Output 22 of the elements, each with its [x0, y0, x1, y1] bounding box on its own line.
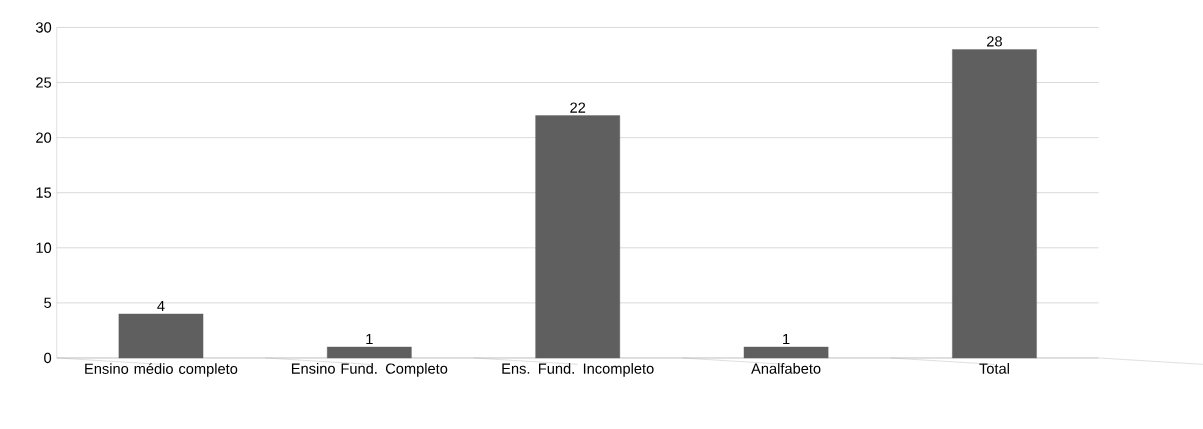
- x-tick-label: Ensino Fund. Completo: [291, 362, 448, 377]
- x-tick-label: Ens. Fund. Incompleto: [502, 362, 654, 377]
- bar: [327, 346, 412, 358]
- bar: [743, 346, 829, 358]
- data-label: 1: [366, 333, 373, 344]
- bar: [535, 115, 621, 358]
- y-tick-label: 5: [44, 297, 52, 308]
- data-label: 1: [783, 333, 790, 344]
- data-label: 28: [987, 36, 1002, 47]
- x-tick-label: Ensino médio completo: [85, 362, 238, 377]
- bar: [118, 313, 204, 358]
- data-label: 4: [157, 300, 165, 311]
- y-tick-label: 25: [36, 77, 52, 88]
- x-tick-label: Total: [979, 362, 1009, 374]
- y-tick-label: 10: [36, 242, 52, 253]
- y-tick-label: 15: [36, 187, 52, 198]
- x-tick-label: Analfabeto: [751, 362, 821, 374]
- y-tick-label: 0: [44, 352, 52, 363]
- data-label: 22: [570, 102, 586, 113]
- bar: [952, 49, 1037, 358]
- y-tick-label: 20: [36, 132, 52, 143]
- y-tick-label: 30: [35, 22, 52, 33]
